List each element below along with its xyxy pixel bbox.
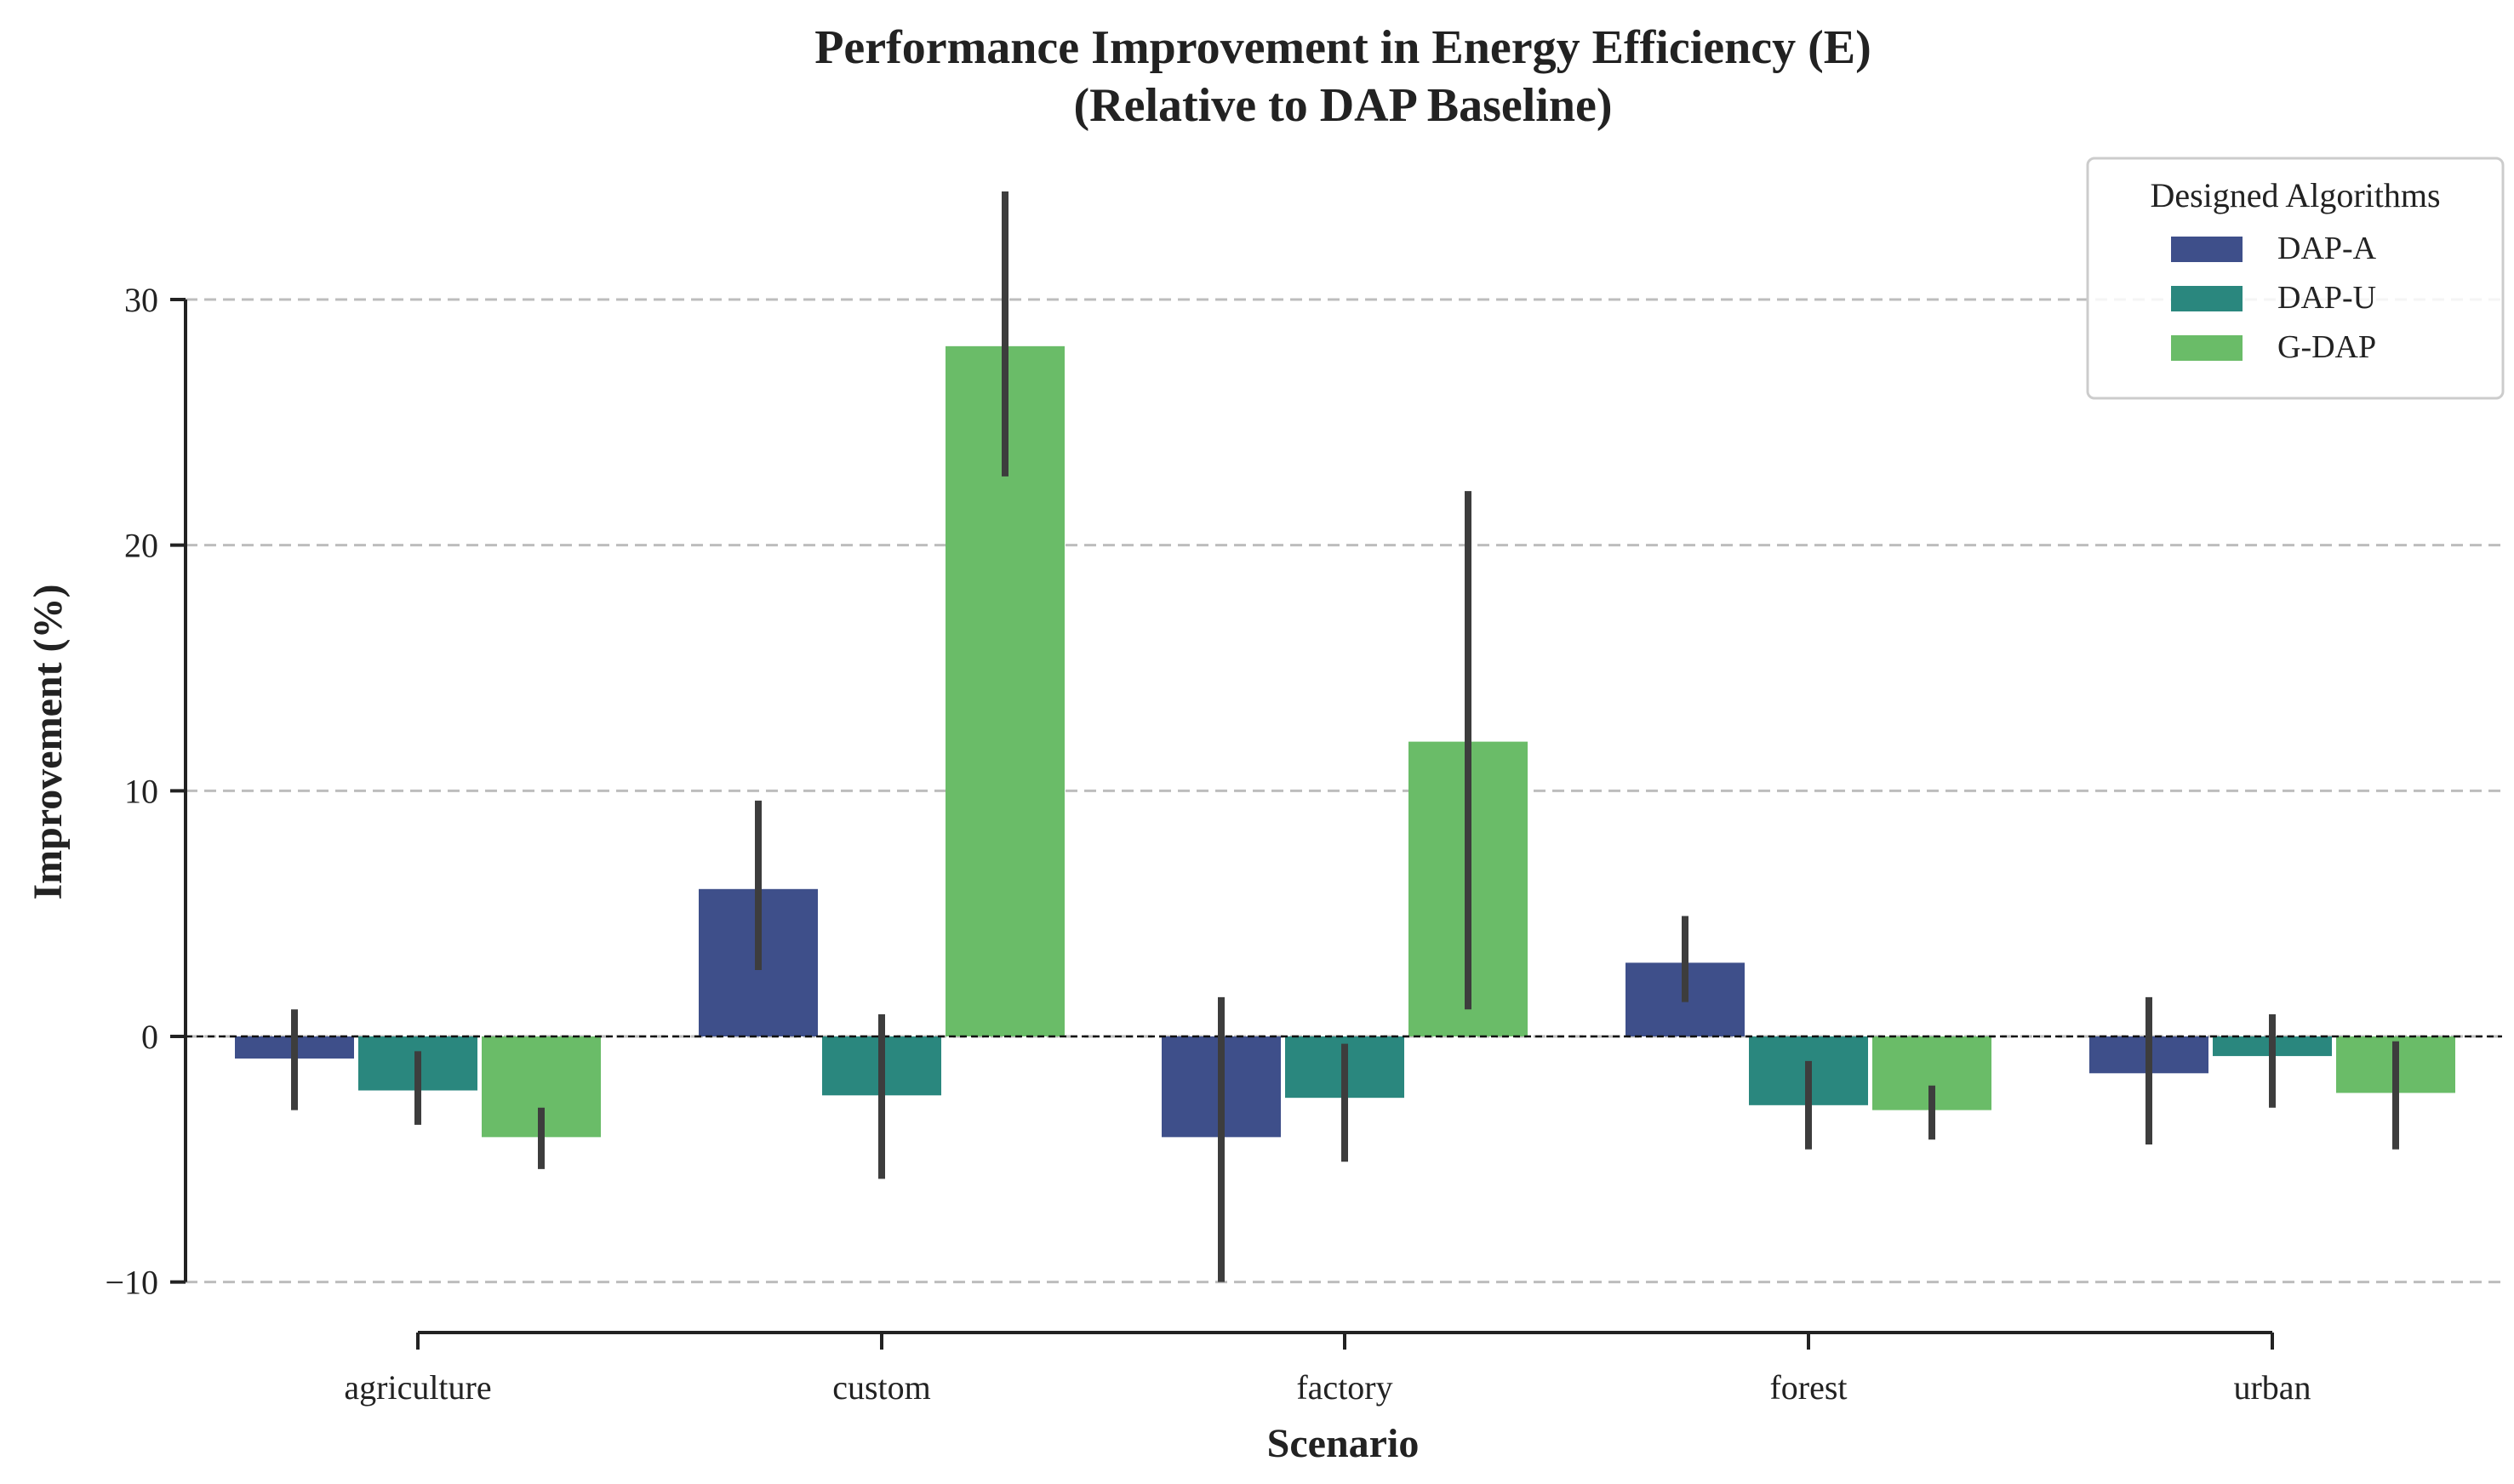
legend-label-g-dap: G-DAP xyxy=(2277,329,2376,365)
x-tick-label-agriculture: agriculture xyxy=(344,1368,491,1407)
chart-title-line1: Performance Improvement in Energy Effici… xyxy=(814,21,1871,74)
y-axis-label: Improvement (%) xyxy=(26,584,71,899)
legend-swatch-dap-u xyxy=(2171,286,2243,311)
y-tick-label: 20 xyxy=(124,527,158,565)
legend-swatch-dap-a xyxy=(2171,237,2243,262)
y-tick-label: 10 xyxy=(124,772,158,810)
legend: Designed Algorithms DAP-A DAP-U G-DAP xyxy=(2086,157,2505,400)
y-tick-label: −10 xyxy=(105,1264,158,1302)
error-bars xyxy=(291,191,2399,1282)
x-axis-label: Scenario xyxy=(1267,1421,1420,1466)
legend-items: DAP-A DAP-U G-DAP xyxy=(2171,231,2377,365)
legend-label-dap-u: DAP-U xyxy=(2277,280,2376,316)
x-tick-label-forest: forest xyxy=(1769,1368,1847,1407)
y-tick-label: 30 xyxy=(124,281,158,319)
x-tick-label-custom: custom xyxy=(832,1368,931,1407)
y-tick-label: 0 xyxy=(141,1018,158,1056)
axes: −10 0 10 20 30 agriculture custom factory forest… xyxy=(105,281,2311,1407)
legend-swatch-g-dap xyxy=(2171,335,2243,361)
chart-title-line2: (Relative to DAP Baseline) xyxy=(1074,79,1613,132)
bars xyxy=(235,345,2455,1138)
legend-label-dap-a: DAP-A xyxy=(2277,231,2377,266)
x-tick-label-factory: factory xyxy=(1296,1368,1392,1407)
legend-title: Designed Algorithms xyxy=(2150,176,2440,214)
x-tick-label-urban: urban xyxy=(2233,1368,2311,1407)
